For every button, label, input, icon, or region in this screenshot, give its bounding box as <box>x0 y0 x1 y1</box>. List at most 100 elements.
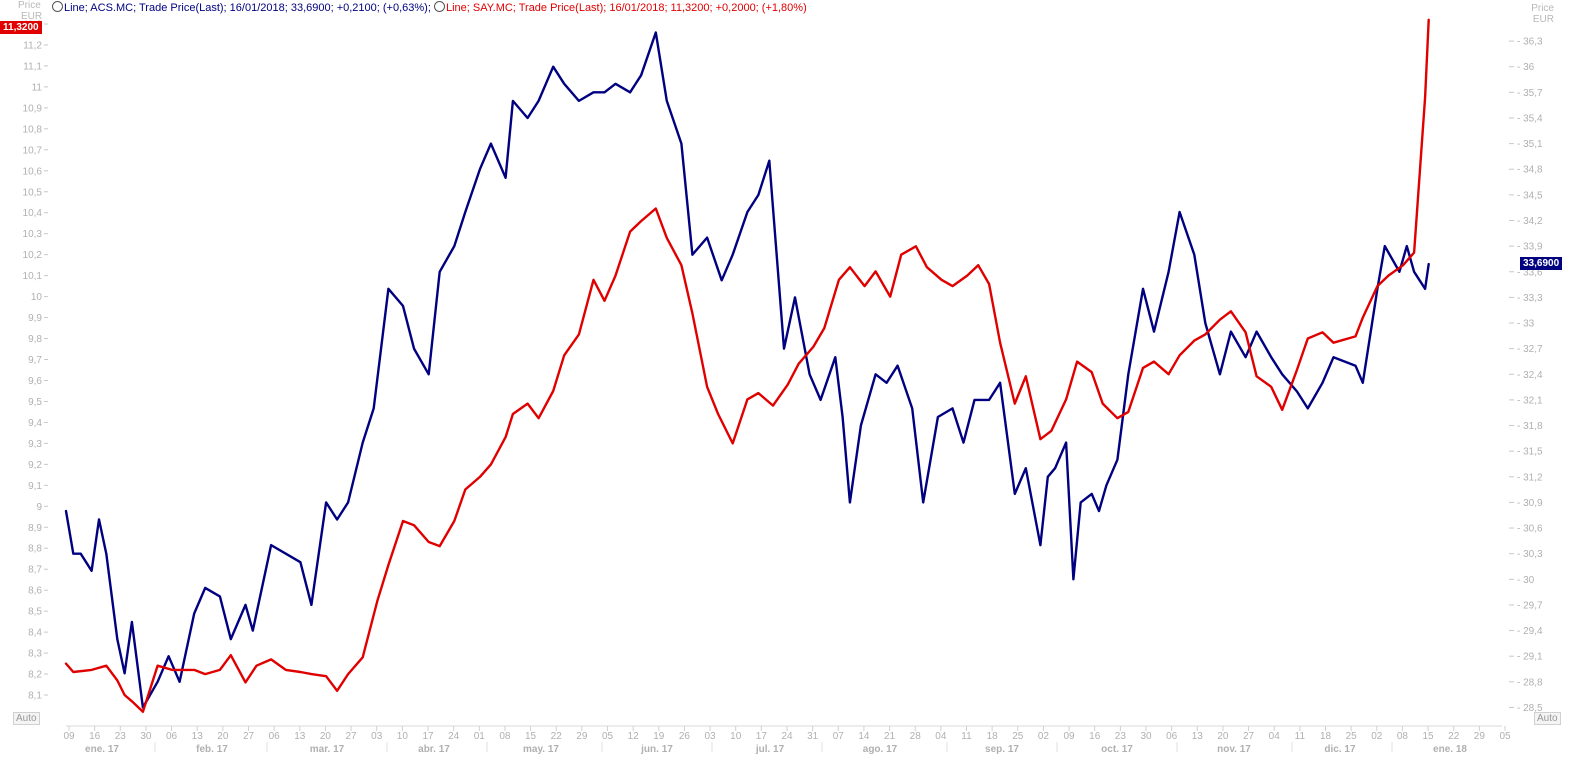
left-tick-label: 8,1 <box>28 691 42 702</box>
x-day-label: 06 <box>1166 731 1178 742</box>
right-tick-label: - 34,2 <box>1517 216 1543 227</box>
series-line-say-mc[interactable] <box>64 18 1430 713</box>
x-month-label: mar. 17 <box>310 744 345 755</box>
x-day-label: 11 <box>1295 731 1306 742</box>
x-day-label: 21 <box>884 731 896 742</box>
left-tick-label: 10,3 <box>23 229 43 240</box>
right-tick-label: - 30,3 <box>1517 549 1543 560</box>
x-day-label: 30 <box>1140 731 1152 742</box>
left-tick-label: 10,5 <box>23 187 43 198</box>
x-day-label: 07 <box>833 731 845 742</box>
right-tick-label: - 36 <box>1517 62 1535 73</box>
x-day-label: 09 <box>1064 731 1076 742</box>
left-tick-label: 11,1 <box>23 61 42 72</box>
x-day-label: 31 <box>807 731 819 742</box>
right-tick-label: - 28,5 <box>1517 703 1543 714</box>
left-tick-label: 9,4 <box>28 418 42 429</box>
legend-say[interactable]: Line; SAY.MC; Trade Price(Last); 16/01/2… <box>445 2 807 14</box>
right-tick-label: - 33,3 <box>1517 293 1543 304</box>
right-tick-label: - 29,4 <box>1517 626 1543 637</box>
left-tick-label: 9,6 <box>28 376 42 387</box>
right-tick-label: - 35,1 <box>1517 139 1543 150</box>
x-day-label: 03 <box>371 731 383 742</box>
right-tick-label: - 36,3 <box>1517 37 1543 48</box>
x-day-label: 29 <box>576 731 588 742</box>
series-line-acs-mc[interactable] <box>64 31 1430 709</box>
left-auto-scale-button[interactable]: Auto <box>13 712 40 725</box>
x-day-label: 18 <box>987 731 999 742</box>
x-month-label: oct. 17 <box>1101 744 1133 755</box>
x-day-label: 13 <box>1192 731 1204 742</box>
x-month-label: ene. 17 <box>85 744 119 755</box>
x-day-label: 23 <box>115 731 127 742</box>
x-day-label: 13 <box>192 731 204 742</box>
legend-acs[interactable]: Line; ACS.MC; Trade Price(Last); 16/01/2… <box>64 2 431 14</box>
x-day-label: 09 <box>63 731 75 742</box>
right-tick-label: - 31,5 <box>1517 447 1543 458</box>
x-month-label: ene. 18 <box>1433 744 1467 755</box>
x-day-label: 28 <box>910 731 922 742</box>
right-auto-scale-button[interactable]: Auto <box>1534 712 1561 725</box>
right-tick-label: - 32,7 <box>1517 344 1543 355</box>
x-day-label: 11 <box>961 731 972 742</box>
left-tick-label: 8,8 <box>28 544 42 555</box>
left-price-axis: 8,1 8,2 8,3 8,4 8,5 8,6 8,7 8,8 8,9 9 9,1 9,2 9,3 9,4… <box>23 20 48 702</box>
clock-icon[interactable] <box>52 1 63 12</box>
x-month-label: jun. 17 <box>640 744 673 755</box>
right-tick-label: - 35,4 <box>1517 113 1543 124</box>
x-day-label: 04 <box>935 731 947 742</box>
left-tick-label: 8,9 <box>28 523 42 534</box>
x-month-label: dic. 17 <box>1324 744 1356 755</box>
x-month-label: feb. 17 <box>196 744 228 755</box>
right-tick-label: - 30,6 <box>1517 524 1543 535</box>
left-tick-label: 9,5 <box>28 397 42 408</box>
say-last-value-flag: 11,3200 <box>0 21 42 34</box>
right-tick-label: - 31,2 <box>1517 472 1543 483</box>
clock-icon[interactable] <box>433 1 445 12</box>
x-day-label: 08 <box>1397 731 1409 742</box>
right-tick-label: - 30 <box>1517 575 1535 586</box>
right-tick-label: - 33 <box>1517 319 1535 330</box>
x-day-label: 30 <box>140 731 152 742</box>
x-day-label: 27 <box>243 731 255 742</box>
x-day-label: 27 <box>1243 731 1255 742</box>
acs-last-value-flag: 33,6900 <box>1520 257 1563 270</box>
right-tick-label: - 34,8 <box>1517 165 1543 176</box>
x-month-label: sep. 17 <box>985 744 1019 755</box>
x-month-label: jul. 17 <box>755 744 785 755</box>
left-tick-label: 10 <box>31 292 43 303</box>
right-tick-label: - 28,8 <box>1517 677 1543 688</box>
left-tick-label: 11 <box>32 82 43 93</box>
x-day-label: 08 <box>499 731 511 742</box>
x-day-label: 17 <box>756 731 768 742</box>
x-day-label: 24 <box>448 731 460 742</box>
x-day-label: 15 <box>525 731 537 742</box>
left-tick-label: 8,5 <box>28 607 42 618</box>
left-tick-label: 9,7 <box>28 355 42 366</box>
x-day-label: 02 <box>1371 731 1383 742</box>
left-tick-label: 8,6 <box>28 586 42 597</box>
left-tick-label: 9,3 <box>28 439 42 450</box>
x-day-label: 01 <box>474 731 486 742</box>
x-day-label: 05 <box>1499 731 1511 742</box>
x-day-label: 22 <box>551 731 563 742</box>
right-tick-label: - 30,9 <box>1517 498 1543 509</box>
left-tick-label: 10,1 <box>23 271 43 282</box>
x-day-label: 26 <box>679 731 691 742</box>
left-tick-label: 8,4 <box>28 628 42 639</box>
left-tick-label: 10,8 <box>23 124 43 135</box>
x-day-label: 04 <box>1269 731 1281 742</box>
left-tick-label: 8,7 <box>28 565 42 576</box>
right-tick-label: - 33,6 <box>1517 267 1543 278</box>
x-day-label: 29 <box>1474 731 1486 742</box>
x-day-label: 20 <box>320 731 332 742</box>
left-tick-label: 11,2 <box>23 40 42 51</box>
series-layer <box>64 18 1430 713</box>
left-tick-label: 8,2 <box>28 670 42 681</box>
x-day-label: 06 <box>166 731 178 742</box>
x-day-label: 25 <box>1346 731 1358 742</box>
left-tick-label: 10,4 <box>23 208 43 219</box>
x-day-label: 22 <box>1448 731 1460 742</box>
x-day-label: 25 <box>1012 731 1024 742</box>
x-day-label: 23 <box>1115 731 1127 742</box>
